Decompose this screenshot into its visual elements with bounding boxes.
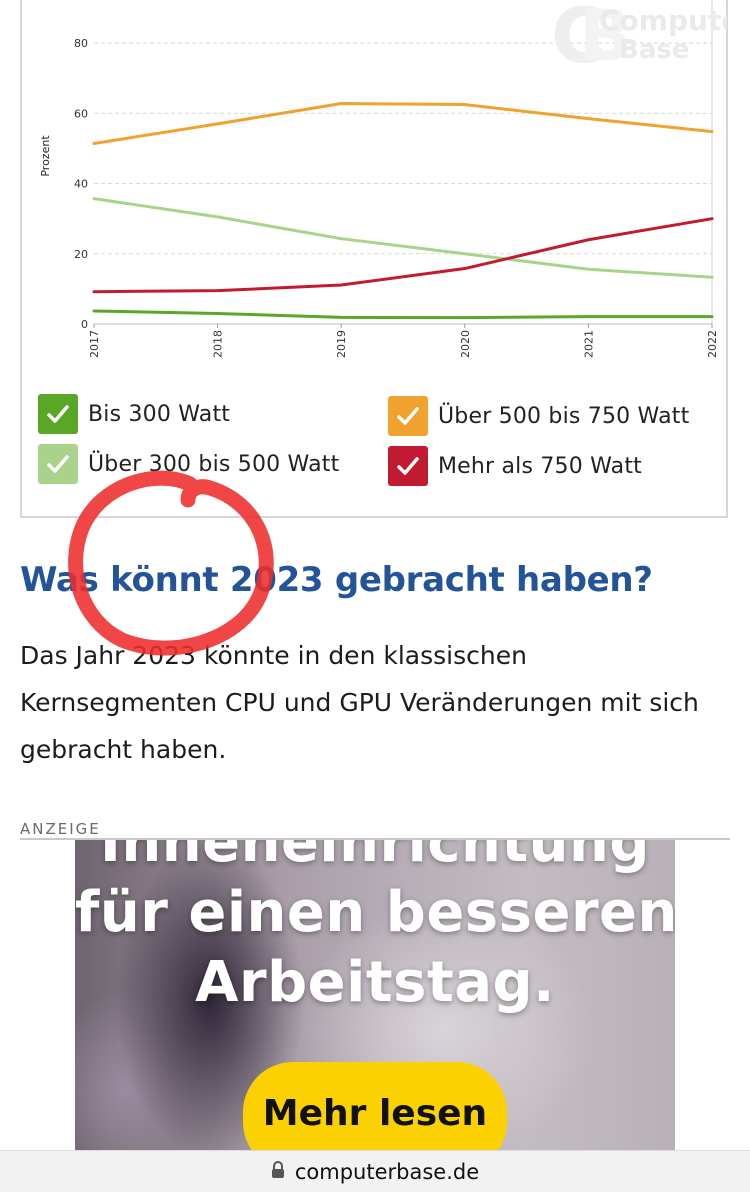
y-axis-label: Prozent bbox=[39, 135, 52, 177]
ad-divider bbox=[20, 838, 730, 840]
svg-text:B: B bbox=[579, 0, 632, 76]
y-tick-label: 20 bbox=[74, 248, 88, 261]
ad-headline-line2: für einen besseren bbox=[75, 880, 675, 945]
line-chart: 0 20 40 60 80 Prozent 2017 2018 2019 2020 2021 2022 bbox=[39, 0, 719, 358]
checkmark-icon bbox=[38, 444, 78, 484]
url-text: computerbase.de bbox=[294, 1159, 480, 1184]
svg-text:Computer: Computer bbox=[599, 4, 727, 37]
x-tick-label: 2020 bbox=[459, 330, 472, 358]
svg-text:Base: Base bbox=[619, 35, 689, 65]
legend-item[interactable]: Über 300 bis 500 Watt bbox=[38, 444, 339, 484]
series-line bbox=[92, 102, 714, 146]
legend-label: Bis 300 Watt bbox=[88, 401, 231, 427]
computerbase-watermark-logo: C B Computer Base bbox=[551, 0, 727, 76]
browser-address-bar[interactable]: computerbase.de bbox=[0, 1150, 750, 1192]
legend-label: Über 500 bis 750 Watt bbox=[438, 403, 690, 429]
y-tick-label: 40 bbox=[74, 178, 88, 191]
series-line bbox=[92, 197, 714, 279]
legend-item[interactable]: Mehr als 750 Watt bbox=[388, 446, 642, 486]
series-line bbox=[92, 309, 714, 320]
legend-label: Mehr als 750 Watt bbox=[438, 453, 643, 479]
ad-headline-top: Inneneinrichtung bbox=[100, 840, 650, 875]
advertisement-banner[interactable]: Inneneinrichtung für einen besseren Arbe… bbox=[75, 840, 675, 1150]
mehr-lesen-button[interactable]: Mehr lesen bbox=[243, 1062, 507, 1150]
lock-icon bbox=[271, 1160, 285, 1183]
article-paragraph: Das Jahr 2023 könnte in den klassischen … bbox=[20, 641, 699, 764]
y-tick-label: 0 bbox=[81, 318, 88, 331]
svg-text:C: C bbox=[551, 0, 607, 76]
chart-container: 0 20 40 60 80 Prozent 2017 2018 2019 2020 2021 2022… bbox=[20, 0, 728, 518]
legend-item[interactable]: Bis 300 Watt bbox=[38, 394, 230, 434]
ad-label: ANZEIGE bbox=[20, 820, 101, 838]
x-tick-label: 2021 bbox=[582, 330, 595, 358]
checkmark-icon bbox=[38, 394, 78, 434]
checkmark-icon bbox=[388, 396, 428, 436]
x-tick-label: 2019 bbox=[335, 330, 348, 358]
red-circle-annotation bbox=[68, 470, 274, 656]
legend-label: Über 300 bis 500 Watt bbox=[88, 451, 340, 477]
series-line bbox=[92, 217, 714, 294]
y-tick-label: 60 bbox=[74, 107, 88, 120]
x-tick-label: 2018 bbox=[212, 330, 225, 358]
y-tick-label: 80 bbox=[74, 37, 88, 50]
legend-item[interactable]: Über 500 bis 750 Watt bbox=[388, 396, 689, 436]
x-tick-label: 2017 bbox=[88, 330, 101, 358]
ad-headline-line3: Arbeitstag. bbox=[195, 950, 555, 1015]
checkmark-icon bbox=[388, 446, 428, 486]
x-tick-label: 2022 bbox=[706, 330, 719, 358]
article-headline: Was könnt 2023 gebracht haben? bbox=[20, 560, 653, 600]
